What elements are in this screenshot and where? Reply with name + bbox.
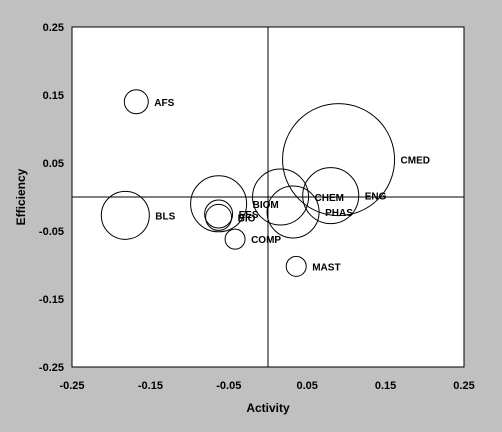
bubble-label-afs: AFS (154, 98, 174, 109)
y-tick-label: 0.15 (43, 90, 64, 102)
bubble-label-bls: BLS (155, 211, 175, 222)
bubble-label-phas: PHAS (325, 208, 353, 219)
x-tick-label: -0.25 (59, 380, 84, 392)
bubble-afs (123, 89, 149, 115)
bubble-eng (302, 167, 360, 225)
bubble-label-chem: CHEM (315, 193, 344, 204)
bubble-label-mast: MAST (312, 262, 340, 273)
y-axis-title: Efficiency (14, 168, 28, 225)
bubble-label-ees: EES (239, 210, 259, 221)
bubble-label-biom: BIOM (253, 200, 279, 211)
x-tick-label: -0.05 (216, 380, 241, 392)
x-tick-label: 0.15 (375, 380, 396, 392)
bubble-label-eng: ENG (365, 192, 387, 203)
x-axis-title: Activity (246, 401, 290, 415)
y-tick-label: -0.05 (39, 226, 64, 238)
y-tick-label: -0.15 (39, 294, 64, 306)
x-tick-label: -0.15 (138, 380, 163, 392)
y-tick-label: -0.25 (39, 362, 64, 374)
bubble-label-cmed: CMED (401, 156, 430, 167)
bubble-comp (224, 228, 246, 250)
bubble-bio (205, 203, 233, 231)
y-axis-ticks: 0.25 0.15 0.05 -0.05 -0.15 -0.25 (39, 22, 64, 374)
bubble-cmed (282, 103, 396, 217)
bubble-label-comp: COMP (251, 235, 281, 246)
y-tick-label: 0.25 (43, 22, 64, 34)
bubble-chem (252, 168, 310, 226)
bubble-biom (190, 175, 248, 233)
bubble-bls (100, 190, 150, 240)
x-axis-ticks: -0.25 -0.15 -0.05 0.05 0.15 0.25 (59, 380, 474, 392)
x-tick-label: 0.25 (453, 380, 474, 392)
bubble-label-bio: BIO (238, 213, 256, 224)
bubble-ees (204, 199, 234, 229)
bubble-mast (285, 255, 307, 277)
reference-lines (72, 27, 464, 367)
y-tick-label: 0.05 (43, 158, 64, 170)
x-tick-label: 0.05 (296, 380, 317, 392)
